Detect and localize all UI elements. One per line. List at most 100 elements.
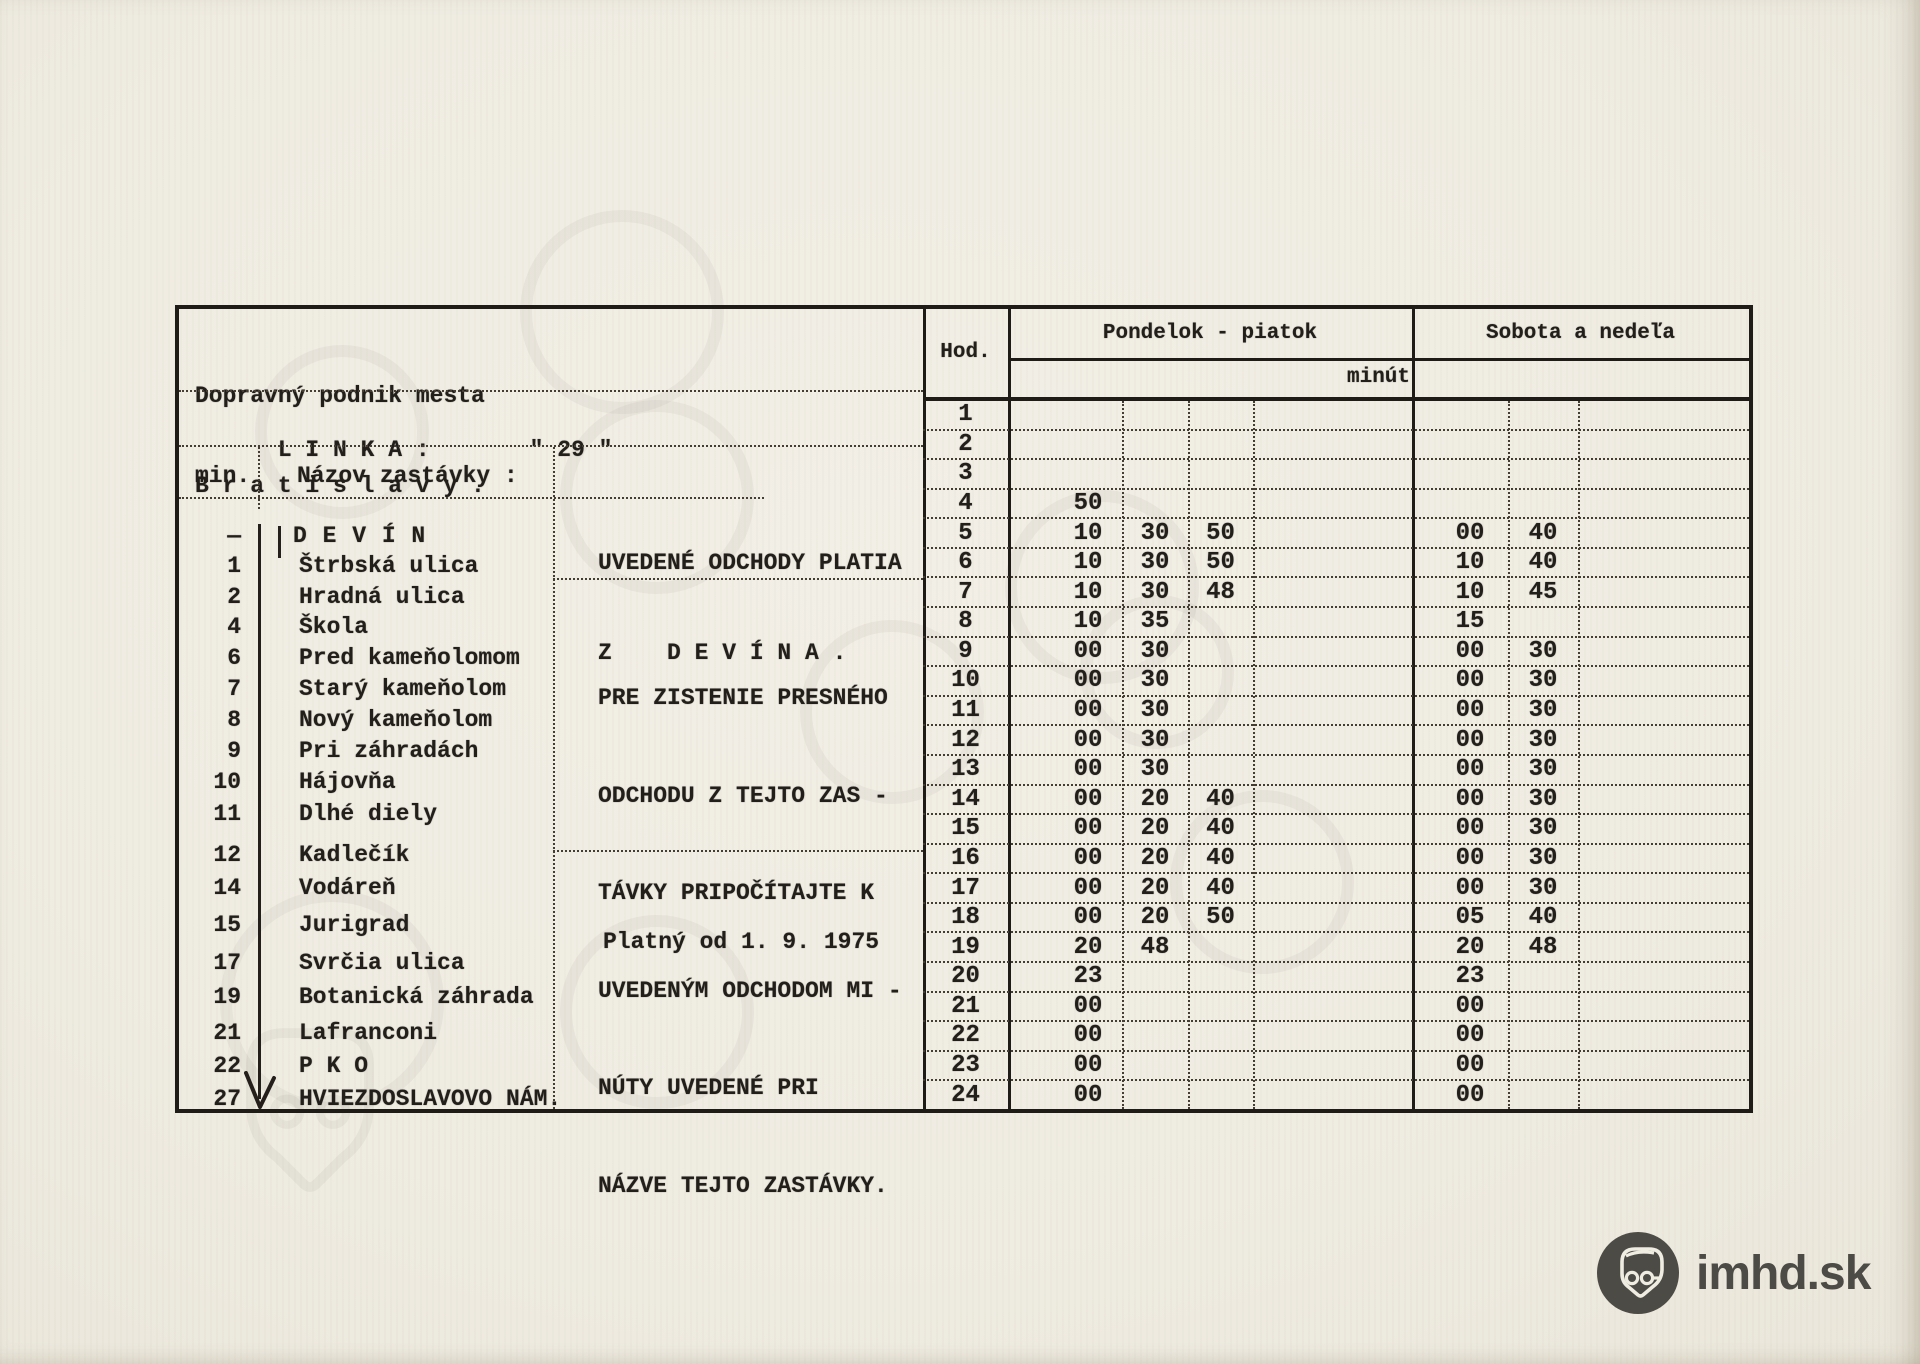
- imhd-logo[interactable]: imhd.sk: [1596, 1231, 1871, 1315]
- weekday-minute: 00: [1073, 874, 1103, 902]
- instruction-line: PRE ZISTENIE PRESNÉHO: [598, 685, 888, 711]
- weekend-minute: 40: [1528, 904, 1558, 932]
- timetable-row: 1: [923, 401, 1749, 431]
- hour-label: 2: [958, 430, 973, 458]
- weekday-minute: 00: [1073, 697, 1103, 725]
- timetable-row: 6 10 30 50 10 40: [923, 549, 1749, 579]
- stop-travel-minutes: 15: [213, 912, 241, 938]
- weekday-minute: 20: [1140, 844, 1170, 872]
- hour-label: 24: [951, 1081, 980, 1109]
- stop-row: 7 Starý kameňolom: [179, 675, 923, 703]
- weekday-minute: 00: [1073, 756, 1103, 784]
- hour-label: 19: [951, 933, 980, 961]
- weekday-minute: 50: [1206, 904, 1235, 932]
- weekday-minute: 50: [1073, 490, 1103, 518]
- weekday-minute: 50: [1206, 549, 1235, 577]
- stop-row: — D E V Í N: [179, 522, 923, 550]
- timetable-row: 7 10 30 48 10 45: [923, 578, 1749, 609]
- stop-travel-minutes: 2: [227, 584, 241, 610]
- route-arrow-head: [244, 1071, 276, 1109]
- line-number-row: L I N K A : " 29 ": [195, 405, 613, 495]
- stop-travel-minutes: 11: [213, 801, 241, 827]
- weekend-minute: 40: [1528, 519, 1558, 547]
- divider-weekday-weekend: [1412, 309, 1415, 1109]
- weekday-minute: 40: [1206, 874, 1235, 902]
- timetable-row: 3: [923, 460, 1749, 490]
- timetable-row: 4 50: [923, 490, 1749, 520]
- stop-travel-minutes: 10: [213, 769, 241, 795]
- weekend-minute: 00: [1455, 637, 1485, 665]
- weekday-minute: 20: [1140, 904, 1170, 932]
- weekday-minute: 30: [1140, 519, 1170, 547]
- weekday-minute: 00: [1073, 904, 1103, 932]
- timetable-row: 9 00 30 00 30: [923, 638, 1749, 668]
- validity-note: Platný od 1. 9. 1975: [603, 929, 880, 955]
- weekend-minute: 30: [1528, 726, 1558, 754]
- stop-row: 2 Hradná ulica: [179, 583, 923, 611]
- timetable-row: 12 00 30 00 30: [923, 726, 1749, 756]
- stop-travel-minutes: 7: [227, 676, 241, 702]
- weekend-minute: 05: [1455, 904, 1485, 932]
- hour-label: 10: [951, 667, 980, 695]
- stop-name: Štrbská ulica: [299, 553, 479, 579]
- stop-travel-minutes: 22: [213, 1053, 241, 1079]
- hour-label: 11: [951, 697, 980, 725]
- hour-label: 4: [958, 490, 973, 518]
- line-number: " 29 ": [529, 437, 613, 463]
- weekday-minute: 30: [1140, 667, 1170, 695]
- weekend-minute: 23: [1455, 963, 1485, 991]
- hour-label: 9: [958, 637, 973, 665]
- timetable-row: 24 00 00: [923, 1081, 1749, 1109]
- weekend-minute: 00: [1455, 667, 1485, 695]
- stop-name: Nový kameňolom: [299, 707, 493, 733]
- departure-note: UVEDENÉ ODCHODY PLATIA Z D E V Í N A .: [598, 488, 902, 728]
- weekend-minute: 30: [1528, 667, 1558, 695]
- header-rule: [923, 397, 1749, 401]
- stop-name: Pred kameňolomom: [299, 645, 520, 671]
- min-column-header: min.: [195, 463, 251, 489]
- weekday-minute: 10: [1073, 549, 1103, 577]
- hour-label: 22: [951, 1022, 980, 1050]
- dotted-divider-vertical: [258, 447, 260, 509]
- weekend-minute: 20: [1455, 933, 1485, 961]
- weekday-minute: 00: [1073, 785, 1103, 813]
- stop-travel-minutes: 1: [227, 553, 241, 579]
- minutes-header: minút: [1346, 365, 1410, 389]
- weekday-header: Pondelok - piatok: [1102, 321, 1318, 345]
- stop-travel-minutes: 14: [213, 875, 241, 901]
- stop-name: Starý kameňolom: [299, 676, 507, 702]
- timetable-row: 15 00 20 40 00 30: [923, 815, 1749, 845]
- dotted-divider: [179, 390, 923, 392]
- timetable-row: 5 10 30 50 00 40: [923, 519, 1749, 549]
- weekend-minute: 45: [1528, 578, 1558, 606]
- weekday-minute: 50: [1206, 519, 1235, 547]
- dotted-divider: [179, 497, 764, 499]
- weekend-minute: 30: [1528, 756, 1558, 784]
- instruction-line: UVEDENÝM ODCHODOM MI -: [598, 977, 902, 1004]
- company-name: Dopravný podnik mesta B r a t i s l a v …: [195, 321, 485, 561]
- hour-label: 16: [951, 844, 980, 872]
- weekday-minute: 40: [1206, 785, 1235, 813]
- stop-row: 21 Lafranconi: [179, 1019, 923, 1047]
- weekday-minute: 23: [1073, 963, 1103, 991]
- hour-label: 3: [958, 460, 973, 488]
- dotted-divider-vertical: [553, 447, 555, 1109]
- stop-name: Lafranconi: [299, 1020, 438, 1046]
- weekend-minute: 10: [1455, 549, 1485, 577]
- stop-row: 11 Dlhé diely: [179, 800, 923, 828]
- weekday-minute: 35: [1140, 608, 1170, 636]
- weekend-minute: 15: [1455, 608, 1485, 636]
- departure-note-line: UVEDENÉ ODCHODY PLATIA: [598, 550, 902, 576]
- weekend-minute: 30: [1528, 697, 1558, 725]
- timetable-row: 10 00 30 00 30: [923, 667, 1749, 697]
- timetable-row: 8 10 35 15: [923, 608, 1749, 638]
- hour-label: 21: [951, 992, 980, 1020]
- stop-row: 15 Jurigrad: [179, 911, 923, 939]
- weekday-minute: 10: [1073, 519, 1103, 547]
- stop-row: 27 HVIEZDOSLAVOVO NÁM.: [179, 1085, 923, 1113]
- imhd-logo-icon: [1597, 1232, 1679, 1314]
- stop-travel-minutes: 12: [213, 842, 241, 868]
- weekend-minute: 30: [1528, 874, 1558, 902]
- company-line2: B r a t i s l a v y .: [195, 473, 485, 499]
- timetable-frame: Dopravný podnik mesta B r a t i s l a v …: [175, 305, 1753, 1199]
